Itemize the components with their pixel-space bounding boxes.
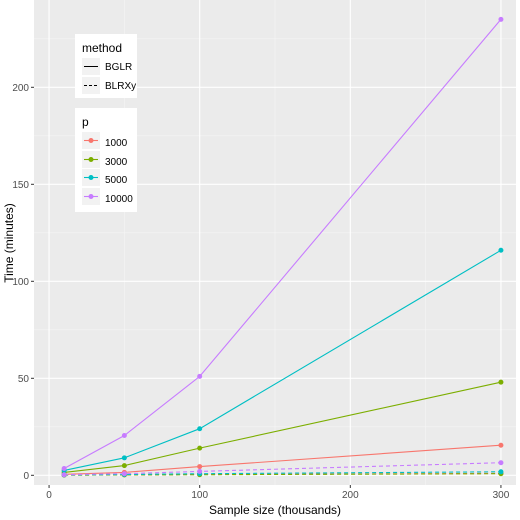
legend-key-point-1000 xyxy=(88,138,94,143)
x-tick-label: 100 xyxy=(191,490,208,501)
legend-method-key-bglr xyxy=(82,58,100,75)
legend-key-point-3000 xyxy=(88,157,94,162)
data-point-bglr-3000 xyxy=(121,463,127,469)
legend-p-label-3000: 3000 xyxy=(105,157,128,168)
y-tick-label: 150 xyxy=(12,180,29,191)
data-point-bglr-10000 xyxy=(498,16,504,22)
x-tick-label: 0 xyxy=(46,490,52,501)
data-point-bglr-3000 xyxy=(498,379,504,385)
legend-method: method BGLR BLRXy xyxy=(75,34,137,98)
series-line-bglr-1000 xyxy=(64,444,501,475)
data-point-blrxy-5000 xyxy=(498,469,504,475)
y-tick-label: 0 xyxy=(23,471,29,482)
x-axis-title: Sample size (thousands) xyxy=(209,503,341,517)
data-point-bglr-5000 xyxy=(121,455,127,461)
x-tick-label: 200 xyxy=(342,490,359,501)
series-line-bglr-10000 xyxy=(63,19,502,469)
data-point-blrxy-10000 xyxy=(197,468,203,474)
legend-p-label-5000: 5000 xyxy=(105,175,128,186)
data-point-bglr-3000 xyxy=(197,445,203,451)
series-layer xyxy=(61,16,504,478)
series-line-bglr-3000 xyxy=(64,381,502,473)
legend-method-label-blrxy: BLRXy xyxy=(105,81,136,92)
x-tick-label: 300 xyxy=(493,490,510,501)
y-axis-title: Time (minutes) xyxy=(2,203,16,283)
legend-method-title: method xyxy=(82,41,122,55)
legend-method-label-bglr: BGLR xyxy=(105,62,132,73)
legend-p-title: p xyxy=(82,115,89,129)
y-axis-ticks: 0 50 100 150 200 xyxy=(12,83,34,482)
y-tick-label: 100 xyxy=(12,277,29,288)
data-point-bglr-10000 xyxy=(61,466,67,472)
legend-key-point-5000 xyxy=(88,175,94,180)
legend-p: p 1000 3000 5000 10000 xyxy=(75,108,137,212)
data-point-bglr-1000 xyxy=(197,464,203,470)
legend-p-keys xyxy=(82,132,100,205)
data-point-bglr-10000 xyxy=(197,373,203,379)
data-point-bglr-1000 xyxy=(498,442,504,448)
data-point-bglr-10000 xyxy=(121,433,127,439)
data-point-bglr-5000 xyxy=(498,247,504,253)
legend-p-label-1000: 1000 xyxy=(105,138,128,149)
y-tick-label: 50 xyxy=(18,374,30,385)
x-axis-ticks: 0 100 200 300 xyxy=(46,485,510,501)
data-point-blrxy-10000 xyxy=(498,460,504,466)
legend-p-label-10000: 10000 xyxy=(105,194,133,205)
series-line-blrxy-10000 xyxy=(64,462,501,476)
legend-key-point-10000 xyxy=(88,194,94,199)
data-point-blrxy-10000 xyxy=(121,471,127,477)
data-point-blrxy-10000 xyxy=(61,472,67,478)
series-line-bglr-5000 xyxy=(63,249,502,471)
legend-method-key-blrxy xyxy=(82,77,100,94)
data-point-bglr-5000 xyxy=(197,426,203,432)
y-tick-label: 200 xyxy=(12,83,29,94)
